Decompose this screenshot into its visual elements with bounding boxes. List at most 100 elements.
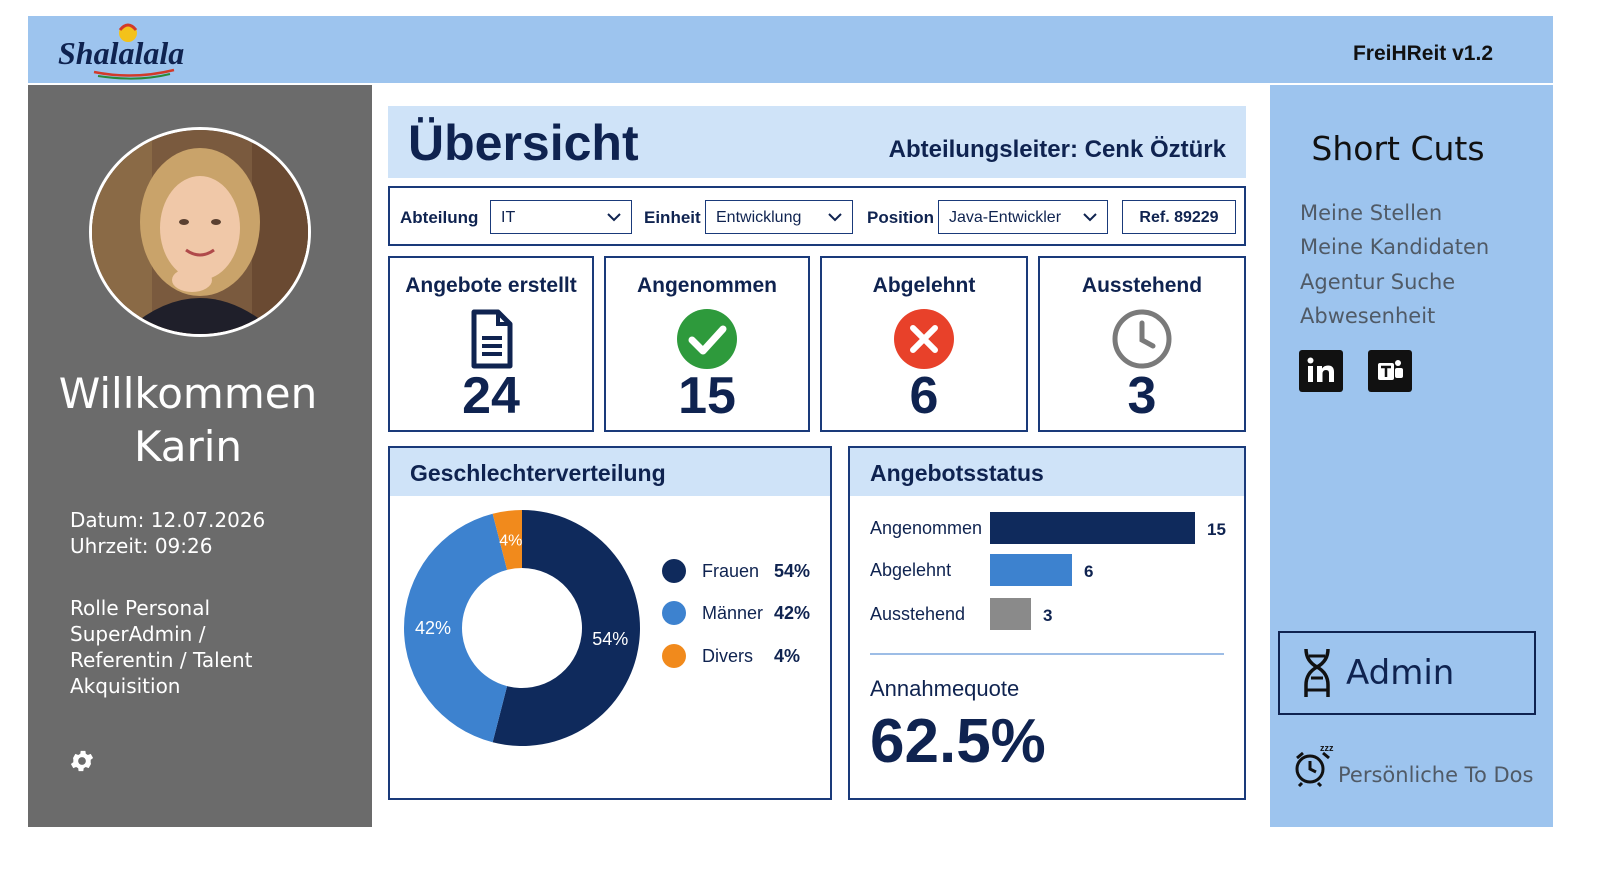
kpi-value: 15 <box>678 367 736 425</box>
kpi-value: 24 <box>462 367 520 425</box>
legend-dot <box>662 601 686 625</box>
avatar-image <box>92 130 308 334</box>
shortcuts-title: Short Cuts <box>1311 129 1485 168</box>
offer-status-panel: Angebotsstatus Angenommen 15 Abgelehnt 6 Aus… <box>848 446 1246 800</box>
user-first-name: Karin <box>133 422 243 471</box>
teams-glyph <box>1378 360 1403 380</box>
personal-todos-link[interactable]: Persönliche To Dos <box>1338 763 1534 787</box>
einheit-label: Einheit <box>644 208 701 227</box>
panel-header: Angebotsstatus <box>850 448 1244 496</box>
kpi-pending[interactable]: Ausstehend 3 <box>1038 256 1246 432</box>
bar-value: 3 <box>1043 606 1053 625</box>
legend-name: Frauen <box>702 561 760 581</box>
department-head: Abteilungsleiter: Cenk Öztürk <box>888 136 1226 163</box>
bar-angenommen <box>990 512 1195 544</box>
shortcut-absence[interactable]: Abwesenheit <box>1300 304 1436 328</box>
abteilung-select[interactable]: IT <box>490 200 632 234</box>
panel-title: Geschlechterverteilung <box>410 460 666 486</box>
legend-value: 54% <box>774 561 811 581</box>
kpi-title: Angenommen <box>636 274 777 297</box>
kpi-value: 6 <box>909 367 939 425</box>
donut-label: 42% <box>415 618 451 638</box>
page-header: Übersicht Abteilungsleiter: Cenk Öztürk <box>388 106 1246 178</box>
dna-icon <box>1304 648 1330 697</box>
gender-panel: Geschlechterverteilung 54% 42% 4% Frauen 5… <box>388 446 832 800</box>
date-text: Datum: 12.07.2026 <box>70 508 266 532</box>
reference-number[interactable]: Ref. 89229 <box>1122 200 1236 234</box>
panel-title: Angebotsstatus <box>870 460 1044 486</box>
acceptance-rate-label: Annahmequote <box>870 676 1020 701</box>
app-window: Shalalala FreiHReit v1.2 Willkommen Kar <box>28 16 1553 827</box>
abteilung-label: Abteilung <box>400 208 479 227</box>
bar-ausstehend <box>990 598 1031 630</box>
einheit-value: Entwicklung <box>716 209 802 226</box>
alarm-clock-icon[interactable]: zzz <box>1294 741 1336 787</box>
bar-label: Angenommen <box>870 518 983 538</box>
kpi-offers-created[interactable]: Angebote erstellt 24 <box>388 256 594 432</box>
admin-button[interactable]: Admin <box>1278 631 1536 715</box>
svg-text:zzz: zzz <box>1320 743 1334 753</box>
panel-header: Geschlechterverteilung <box>390 448 830 496</box>
kpi-title: Angebote erstellt <box>405 274 577 297</box>
time-text: Uhrzeit: 09:26 <box>70 534 213 558</box>
bar-row: Ausstehend 3 <box>870 598 1230 630</box>
legend-dot <box>662 644 686 668</box>
x-circle-icon <box>894 309 954 369</box>
chevron-down-icon <box>1083 213 1097 222</box>
donut-slice-männer <box>403 513 508 743</box>
document-icon <box>471 309 513 369</box>
shortcut-my-candidates[interactable]: Meine Kandidaten <box>1300 235 1490 259</box>
top-bar: Shalalala FreiHReit v1.2 <box>28 16 1553 83</box>
linkedin-icon[interactable] <box>1299 350 1343 392</box>
shortcuts-sidebar: Short Cuts Meine Stellen Meine Kandidate… <box>1270 85 1553 827</box>
position-select[interactable]: Java-Entwickler <box>938 200 1108 234</box>
clock-icon <box>1112 309 1172 369</box>
gear-icon[interactable] <box>68 747 96 775</box>
linkedin-glyph <box>1307 357 1334 382</box>
gender-donut-chart: 54% 42% 4% <box>403 510 640 746</box>
page-title: Übersicht <box>408 115 639 171</box>
bar-row: Angenommen 15 <box>870 512 1230 544</box>
kpi-title: Ausstehend <box>1081 274 1203 297</box>
legend-name: Männer <box>702 603 764 623</box>
bar-value: 15 <box>1207 520 1226 539</box>
bar-abgelehnt <box>990 554 1072 586</box>
chevron-down-icon <box>828 213 842 222</box>
overview-main: Übersicht Abteilungsleiter: Cenk Öztürk … <box>388 106 1246 806</box>
position-label: Position <box>867 208 935 227</box>
einheit-select[interactable]: Entwicklung <box>705 200 853 234</box>
legend-name: Divers <box>702 646 754 666</box>
donut-label: 4% <box>499 533 522 550</box>
bar-label: Abgelehnt <box>870 560 952 580</box>
teams-icon[interactable] <box>1368 350 1412 392</box>
legend-value: 4% <box>774 646 801 666</box>
shalalala-logo[interactable]: Shalalala <box>54 20 204 80</box>
shortcut-agency-search[interactable]: Agentur Suche <box>1300 270 1456 294</box>
legend-value: 42% <box>774 603 811 623</box>
bar-label: Ausstehend <box>870 604 966 624</box>
kpi-rejected[interactable]: Abgelehnt 6 <box>820 256 1028 432</box>
avatar[interactable] <box>89 127 311 337</box>
profile-sidebar: Willkommen Karin Datum: 12.07.2026 Uhrze… <box>28 85 372 827</box>
chevron-down-icon <box>607 213 621 222</box>
donut-slice-frauen <box>492 510 640 746</box>
kpi-title: Abgelehnt <box>872 274 976 297</box>
filter-bar: Abteilung IT Einheit Entwicklung Positio… <box>388 186 1246 246</box>
bar-row: Abgelehnt 6 <box>870 554 1230 586</box>
check-circle-icon <box>677 309 737 369</box>
donut-slice-divers <box>492 510 522 570</box>
acceptance-rate-value: 62.5% <box>870 707 1046 776</box>
abteilung-value: IT <box>501 209 516 226</box>
admin-label: Admin <box>1346 653 1455 693</box>
donut-label: 54% <box>592 629 628 649</box>
shortcut-my-positions[interactable]: Meine Stellen <box>1300 201 1443 225</box>
date-time-block: Datum: 12.07.2026 Uhrzeit: 09:26 <box>70 507 265 559</box>
welcome-line: Willkommen <box>58 369 318 418</box>
role-text: Rolle Personal SuperAdmin / Referentin /… <box>70 596 253 698</box>
legend-dot <box>662 559 686 583</box>
position-value: Java-Entwickler <box>949 209 1062 226</box>
bar-value: 6 <box>1084 562 1094 581</box>
svg-text:Shalalala: Shalalala <box>58 35 184 71</box>
divider <box>870 653 1224 655</box>
kpi-accepted[interactable]: Angenommen 15 <box>604 256 810 432</box>
